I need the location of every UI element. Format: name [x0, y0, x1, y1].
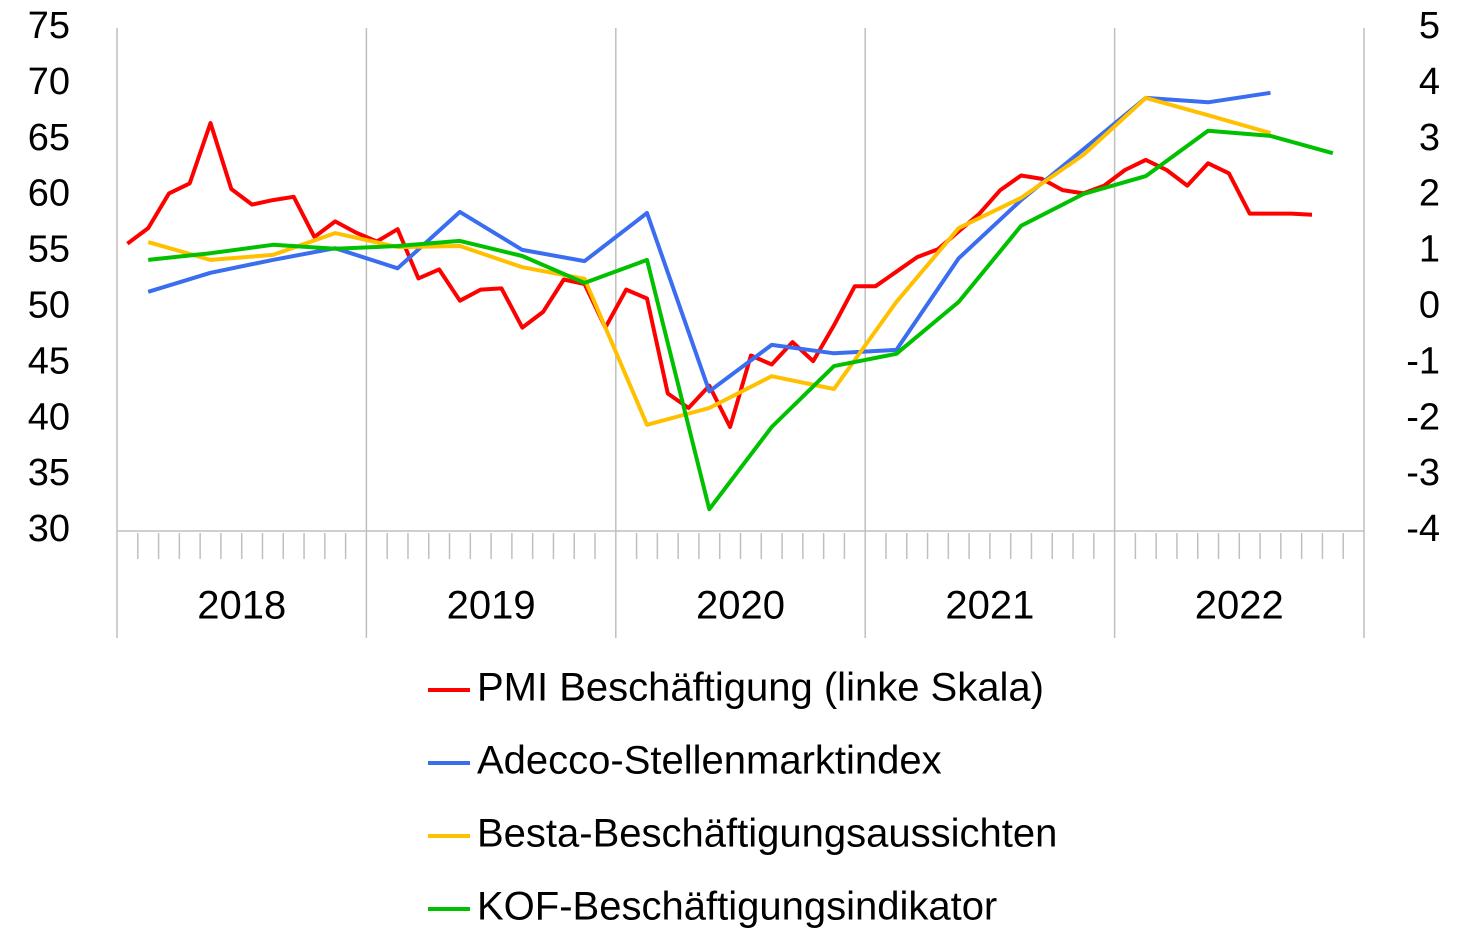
legend-label: PMI Beschäftigung (linke Skala) — [477, 666, 1044, 710]
series-line — [126, 121, 1313, 429]
y-tick-label: 50 — [28, 284, 70, 326]
y2-tick-label: -3 — [1406, 452, 1440, 494]
legend-label: Adecco-Stellenmarktindex — [477, 739, 942, 783]
y-tick-label: 35 — [28, 452, 70, 494]
x-group-label: 2018 — [197, 584, 286, 628]
x-group-label: 2022 — [1195, 584, 1284, 628]
legend-label: KOF-Beschäftigungsindikator — [477, 885, 997, 929]
y2-tick-label: 1 — [1419, 229, 1440, 271]
y-tick-label: 65 — [28, 117, 70, 159]
y-tick-label: 75 — [28, 5, 70, 47]
legend-label: Besta-Beschäftigungsaussichten — [477, 812, 1057, 856]
y2-tick-label: 5 — [1419, 5, 1440, 47]
y-tick-label: 45 — [28, 340, 70, 382]
series-line — [147, 128, 1334, 512]
y2-tick-label: 0 — [1419, 284, 1440, 326]
series-line — [147, 95, 1272, 427]
y2-tick-label: -4 — [1406, 508, 1440, 550]
y2-tick-label: -1 — [1406, 340, 1440, 382]
y2-tick-label: 3 — [1419, 117, 1440, 159]
x-group-label: 2019 — [447, 584, 536, 628]
y-tick-label: 40 — [28, 396, 70, 438]
y-tick-label: 70 — [28, 61, 70, 103]
y-tick-label: 55 — [28, 229, 70, 271]
x-group-label: 2021 — [945, 584, 1034, 628]
y2-tick-label: 2 — [1419, 173, 1440, 215]
y-tick-label: 60 — [28, 173, 70, 215]
y2-tick-label: -2 — [1406, 396, 1440, 438]
y2-tick-label: 4 — [1419, 61, 1440, 103]
y-tick-label: 30 — [28, 508, 70, 550]
x-group-label: 2020 — [696, 584, 785, 628]
